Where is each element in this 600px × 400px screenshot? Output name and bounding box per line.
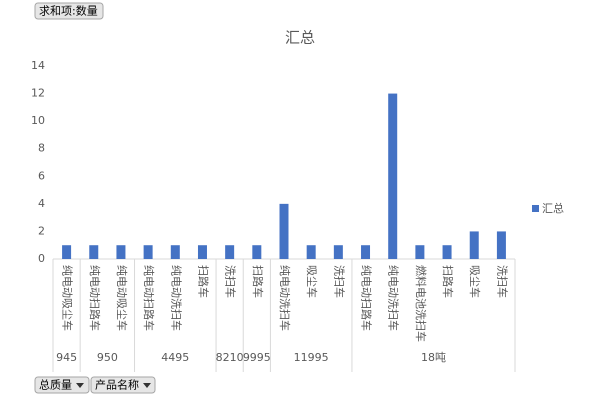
bar xyxy=(279,203,289,259)
x-tick-label: 纯电动洗扫车 xyxy=(169,265,183,331)
x-tick-label: 洗扫车 xyxy=(224,265,238,298)
x-tick-label: 纯电动洗扫车 xyxy=(278,265,292,331)
x-tick-label: 燃料电池洗扫车 xyxy=(414,265,428,342)
value-field-button[interactable]: 求和项:数量 xyxy=(34,2,104,20)
bar xyxy=(197,245,207,259)
row-field-button[interactable]: 总质量 xyxy=(34,376,90,394)
bar xyxy=(89,245,99,259)
button-label: 求和项:数量 xyxy=(39,5,98,18)
x-tick-label: 纯电动吸尘车 xyxy=(115,265,129,331)
group-label: 950 xyxy=(97,351,118,364)
bar xyxy=(496,231,506,259)
x-tick-label: 扫路车 xyxy=(251,265,265,298)
x-tick-label: 吸尘车 xyxy=(305,265,319,298)
x-tick-label: 洗扫车 xyxy=(495,265,509,298)
bar xyxy=(388,93,398,259)
bar xyxy=(62,245,72,259)
x-tick-label: 纯电动扫路车 xyxy=(360,265,374,331)
x-tick-label: 扫路车 xyxy=(441,265,455,298)
chart-title: 汇总 xyxy=(285,29,315,47)
bar xyxy=(225,245,235,259)
y-tick-label: 2 xyxy=(38,224,45,237)
y-tick-label: 4 xyxy=(38,197,45,210)
bar xyxy=(252,245,262,259)
bar xyxy=(469,231,479,259)
group-label: 945 xyxy=(56,351,77,364)
group-label: 4495 xyxy=(161,351,189,364)
y-tick-label: 12 xyxy=(31,87,45,100)
bar xyxy=(442,245,452,259)
dropdown-arrow xyxy=(143,383,151,388)
y-tick-label: 0 xyxy=(38,252,45,265)
bar xyxy=(333,245,343,259)
group-label: 8210 xyxy=(216,351,244,364)
y-tick-label: 14 xyxy=(31,59,45,72)
legend-swatch xyxy=(532,205,539,212)
group-label: 18吨 xyxy=(421,351,446,364)
x-tick-label: 扫路车 xyxy=(196,265,210,298)
bar xyxy=(170,245,180,259)
x-tick-label: 纯电动扫路车 xyxy=(142,265,156,331)
button-label: 产品名称 xyxy=(95,378,139,392)
y-tick-label: 6 xyxy=(38,169,45,182)
y-tick-label: 8 xyxy=(38,142,45,155)
legend-label: 汇总 xyxy=(542,201,564,215)
group-label: 9995 xyxy=(243,351,271,364)
y-tick-label: 10 xyxy=(31,114,45,127)
bar xyxy=(361,245,371,259)
bar xyxy=(306,245,316,259)
x-tick-label: 吸尘车 xyxy=(468,265,482,298)
bar xyxy=(116,245,126,259)
x-tick-label: 纯电动吸尘车 xyxy=(61,265,75,331)
dropdown-arrow xyxy=(76,383,84,388)
x-tick-label: 纯电动扫路车 xyxy=(88,265,102,331)
row-field-button[interactable]: 产品名称 xyxy=(90,376,156,394)
button-label: 总质量 xyxy=(39,378,72,392)
bar xyxy=(143,245,153,259)
bar xyxy=(415,245,425,259)
group-label: 11995 xyxy=(294,351,329,364)
x-tick-label: 纯电动洗扫车 xyxy=(387,265,401,331)
x-tick-label: 洗扫车 xyxy=(332,265,346,298)
